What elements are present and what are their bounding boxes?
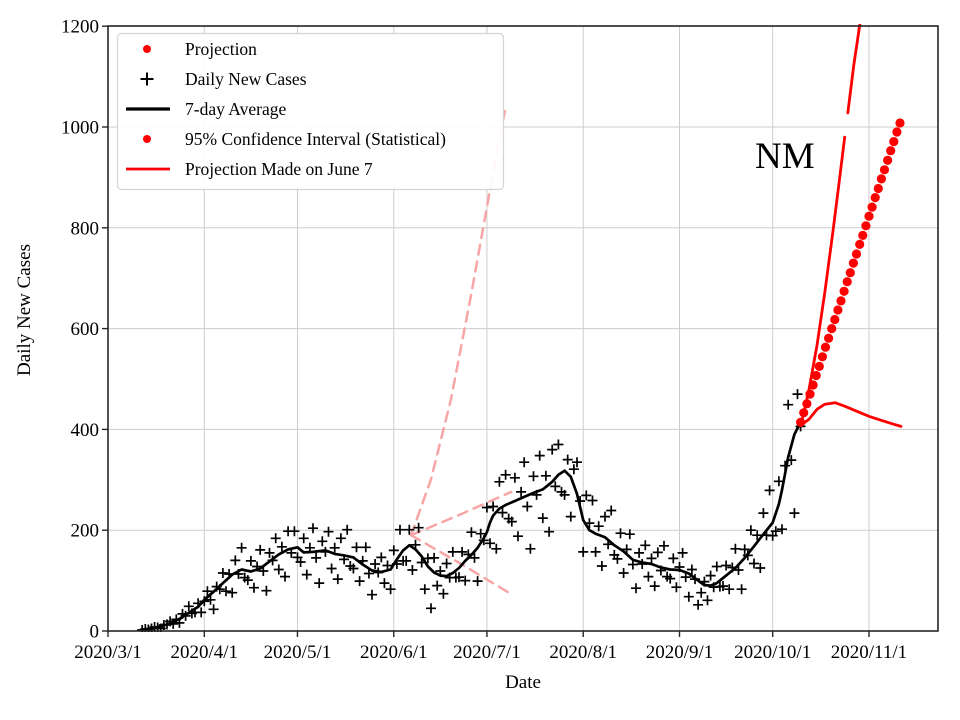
legend-item-daily-new-cases: Daily New Cases <box>185 69 307 89</box>
legend-marker-projection-dot-icon <box>143 45 151 53</box>
avg-line-path <box>140 420 802 632</box>
projection-dot <box>883 155 893 165</box>
y-tick-label: 400 <box>71 420 100 441</box>
y-tick-label: 800 <box>71 218 100 239</box>
x-axis-label: Date <box>505 672 541 693</box>
daily-cases-layer <box>137 389 806 632</box>
projection-dot <box>855 239 865 249</box>
legend-item-7-day-average: 7-day Average <box>185 99 286 119</box>
projection-dot <box>851 249 862 259</box>
state-annotation: NM <box>755 136 815 177</box>
projection-dot <box>814 361 824 371</box>
tick-labels-layer: 2020/3/1 2020/4/1 2020/5/1 2020/6/1 2020/7/1… <box>61 17 907 663</box>
upper-ci-line <box>799 135 847 427</box>
projection-dot <box>799 408 809 418</box>
projection-dot <box>808 380 818 390</box>
projection-layer <box>796 24 905 428</box>
legend-item-projection-june7: Projection Made on June 7 <box>185 159 373 179</box>
x-tick-label: 2020/10/1 <box>734 642 811 663</box>
x-tick-label: 2020/4/1 <box>171 642 239 663</box>
grid-layer <box>107 25 938 632</box>
x-tick-label: 2020/9/1 <box>646 642 714 663</box>
projection-dot <box>802 399 812 409</box>
projection-dot <box>870 193 880 203</box>
projection-dot <box>848 258 859 268</box>
x-tick-label: 2020/3/1 <box>74 642 142 663</box>
lower-ci-line <box>799 401 903 428</box>
projection-dot <box>833 305 843 315</box>
upper-ci-line <box>846 24 862 115</box>
projection-dot <box>876 174 887 184</box>
x-tick-label: 2020/6/1 <box>360 642 428 663</box>
legend-item-confidence-interval: 95% Confidence Interval (Statistical) <box>185 129 446 149</box>
projection-dot <box>879 165 890 175</box>
x-tick-label: 2020/8/1 <box>549 642 617 663</box>
projection-dot <box>845 268 855 278</box>
projection-dot <box>836 296 846 306</box>
projection-dot <box>864 211 874 221</box>
projection-dot <box>886 146 896 156</box>
projection-dot <box>892 127 902 137</box>
projection-dot <box>867 202 877 212</box>
legend-frame <box>116 32 505 191</box>
projection-dot <box>842 277 852 287</box>
daily-new-cases-plus-markers <box>137 389 806 632</box>
legend-marker-ci-dot-icon <box>143 135 151 143</box>
projection-dot <box>830 314 840 325</box>
projection-dot <box>827 324 837 334</box>
x-tick-label: 2020/11/1 <box>831 642 907 663</box>
june7-middle-dashed-line <box>409 490 513 537</box>
projection-dot <box>820 342 831 352</box>
y-axis-label: Daily New Cases <box>14 244 35 376</box>
projection-dot <box>817 352 828 362</box>
x-tick-label: 2020/7/1 <box>453 642 521 663</box>
y-tick-label: 1000 <box>61 118 99 139</box>
legend-box: Projection Daily New Cases 7-day Average… <box>116 32 505 191</box>
y-tick-label: 0 <box>90 622 100 643</box>
projection-dot <box>839 286 849 296</box>
seven-day-average-line <box>140 420 802 632</box>
legend-item-projection: Projection <box>185 39 257 59</box>
projection-dot <box>895 118 905 128</box>
projection-dot <box>824 333 834 343</box>
legend-marker-plus-icon <box>140 72 154 86</box>
projection-dot <box>805 389 815 399</box>
projection-dot <box>873 183 883 194</box>
y-tick-label: 1200 <box>61 17 99 38</box>
y-tick-label: 200 <box>71 521 100 542</box>
projection-dot <box>889 137 899 147</box>
projection-dot <box>811 370 821 381</box>
tick-marks-layer <box>102 25 870 637</box>
y-tick-label: 600 <box>71 319 100 340</box>
projection-dot <box>796 417 806 427</box>
projection-dot <box>858 230 868 240</box>
x-tick-label: 2020/5/1 <box>264 642 332 663</box>
projection-dot <box>861 221 871 231</box>
